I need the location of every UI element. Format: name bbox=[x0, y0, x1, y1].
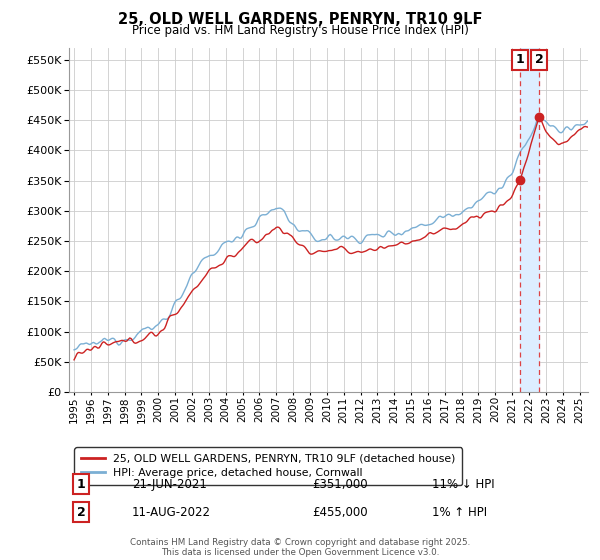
Text: 11% ↓ HPI: 11% ↓ HPI bbox=[432, 478, 494, 491]
Text: £351,000: £351,000 bbox=[312, 478, 368, 491]
Bar bbox=[520, 48, 539, 392]
Legend: 25, OLD WELL GARDENS, PENRYN, TR10 9LF (detached house), HPI: Average price, det: 25, OLD WELL GARDENS, PENRYN, TR10 9LF (… bbox=[74, 447, 462, 485]
Text: 2: 2 bbox=[535, 53, 544, 66]
Text: 1% ↑ HPI: 1% ↑ HPI bbox=[432, 506, 487, 519]
Text: 2: 2 bbox=[77, 506, 85, 519]
Text: Price paid vs. HM Land Registry's House Price Index (HPI): Price paid vs. HM Land Registry's House … bbox=[131, 24, 469, 36]
Text: 25, OLD WELL GARDENS, PENRYN, TR10 9LF: 25, OLD WELL GARDENS, PENRYN, TR10 9LF bbox=[118, 12, 482, 27]
Text: Contains HM Land Registry data © Crown copyright and database right 2025.
This d: Contains HM Land Registry data © Crown c… bbox=[130, 538, 470, 557]
Text: £455,000: £455,000 bbox=[312, 506, 368, 519]
Text: 1: 1 bbox=[516, 53, 524, 66]
Text: 11-AUG-2022: 11-AUG-2022 bbox=[132, 506, 211, 519]
Text: 1: 1 bbox=[77, 478, 85, 491]
Text: 21-JUN-2021: 21-JUN-2021 bbox=[132, 478, 207, 491]
